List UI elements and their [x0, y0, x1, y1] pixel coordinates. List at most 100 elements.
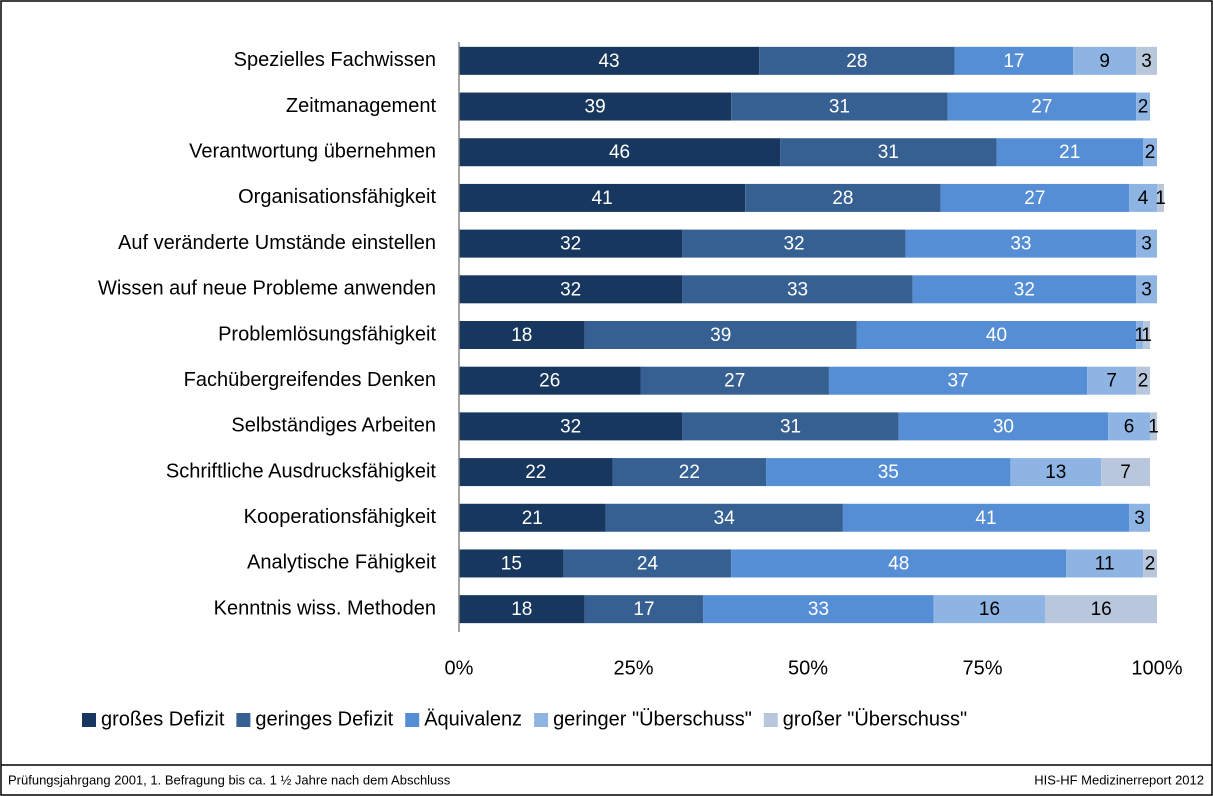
value-label: 31	[878, 142, 899, 163]
value-label: 33	[1010, 234, 1031, 255]
source: HIS-HF Medizinerreport 2012	[1034, 772, 1204, 787]
x-tick-label: 50%	[788, 657, 828, 679]
bar-segment	[459, 46, 760, 75]
value-label: 39	[585, 97, 606, 118]
bar-segment	[563, 549, 732, 578]
value-label: 34	[714, 508, 736, 529]
bar-segment	[459, 92, 732, 121]
category-label: Problemlösungsfähigkeit	[218, 323, 436, 345]
legend-swatch	[82, 713, 96, 727]
value-label: 16	[979, 599, 1000, 620]
category-label: Organisationsfähigkeit	[238, 186, 436, 208]
legend-label: geringer "Überschuss"	[553, 708, 752, 730]
value-label: 24	[637, 553, 659, 574]
bar-segment	[459, 366, 641, 395]
value-label: 9	[1099, 51, 1110, 72]
x-tick-label: 75%	[962, 657, 1002, 679]
bar-segment	[703, 595, 934, 624]
legend-swatch	[236, 713, 251, 727]
value-label: 30	[993, 416, 1014, 437]
bar-segment	[1129, 183, 1157, 212]
value-label: 21	[522, 508, 543, 529]
bar-segment	[1143, 321, 1151, 349]
bar-segment	[780, 138, 997, 167]
bar-segment	[459, 183, 746, 212]
value-label: 7	[1106, 371, 1117, 392]
value-label: 26	[539, 371, 560, 392]
bar-segment	[842, 503, 1130, 532]
bar-segment	[947, 92, 1137, 121]
value-label: 48	[888, 553, 909, 574]
bar-segment	[1101, 458, 1151, 487]
bar-segment	[459, 321, 585, 349]
category-label: Wissen auf neue Probleme anwenden	[98, 278, 436, 300]
value-label: 41	[975, 508, 996, 529]
category-label: Schriftliche Ausdrucksfähigkeit	[166, 460, 437, 482]
legend-swatch	[763, 713, 778, 727]
bar-segment	[1136, 366, 1151, 395]
bar-segment	[933, 595, 1046, 624]
value-label: 21	[1059, 142, 1080, 163]
bar-segment	[1150, 412, 1157, 441]
legend-label: großer "Überschuss"	[783, 708, 967, 730]
category-label: Fachübergreifendes Denken	[184, 369, 436, 391]
bar-segment	[1136, 46, 1157, 75]
bar-segment	[905, 229, 1137, 258]
value-label: 3	[1134, 508, 1145, 529]
value-label: 39	[710, 325, 731, 346]
value-label: 16	[1091, 599, 1112, 620]
value-label: 22	[679, 462, 700, 483]
bar-segment	[1087, 366, 1137, 395]
legend-label: geringes Defizit	[255, 708, 393, 730]
bar-segment	[459, 412, 683, 441]
bar-segment	[940, 183, 1130, 212]
bar-segment	[731, 92, 948, 121]
value-label: 13	[1045, 462, 1066, 483]
category-label: Analytische Fähigkeit	[247, 552, 436, 574]
value-label: 3	[1141, 234, 1152, 255]
bar-segment	[584, 595, 704, 624]
value-label: 1	[1148, 416, 1159, 437]
value-label: 4	[1138, 188, 1149, 209]
value-label: 1	[1134, 325, 1145, 346]
bar-segment	[856, 321, 1137, 349]
value-label: 31	[780, 416, 801, 437]
bar-segment	[954, 46, 1074, 75]
value-label: 33	[787, 279, 808, 300]
bar-segment	[459, 229, 683, 258]
value-label: 37	[947, 371, 968, 392]
value-label: 1	[1155, 188, 1166, 209]
bar-segment	[1143, 138, 1157, 167]
bar-segment	[1108, 412, 1151, 441]
bar-segment	[1066, 549, 1144, 578]
x-tick-label: 100%	[1131, 657, 1182, 679]
bar-segment	[1136, 229, 1157, 258]
value-label: 27	[724, 371, 745, 392]
value-label: 41	[592, 188, 613, 209]
bar-segment	[1045, 595, 1157, 624]
category-label: Kenntnis wiss. Methoden	[214, 597, 436, 619]
value-label: 27	[1031, 97, 1052, 118]
value-label: 15	[501, 553, 522, 574]
bar-segment	[612, 458, 767, 487]
value-label: 3	[1141, 279, 1152, 300]
value-label: 7	[1120, 462, 1131, 483]
value-label: 28	[832, 188, 853, 209]
value-label: 18	[511, 325, 532, 346]
value-label: 3	[1141, 51, 1152, 72]
value-label: 40	[986, 325, 1007, 346]
bar-segment	[1136, 321, 1144, 349]
value-label: 27	[1024, 188, 1045, 209]
value-label: 17	[633, 599, 654, 620]
legend-label: großes Defizit	[101, 708, 225, 730]
bar-segment	[459, 549, 564, 578]
value-label: 17	[1003, 51, 1024, 72]
category-label: Spezielles Fachwissen	[234, 49, 436, 71]
bar-segment	[682, 229, 906, 258]
value-label: 18	[511, 599, 532, 620]
bar-segment	[1136, 92, 1151, 121]
category-label: Zeitmanagement	[286, 95, 437, 117]
category-label: Kooperationsfähigkeit	[244, 506, 437, 528]
bar-segment	[682, 412, 899, 441]
legend-swatch	[534, 713, 549, 727]
